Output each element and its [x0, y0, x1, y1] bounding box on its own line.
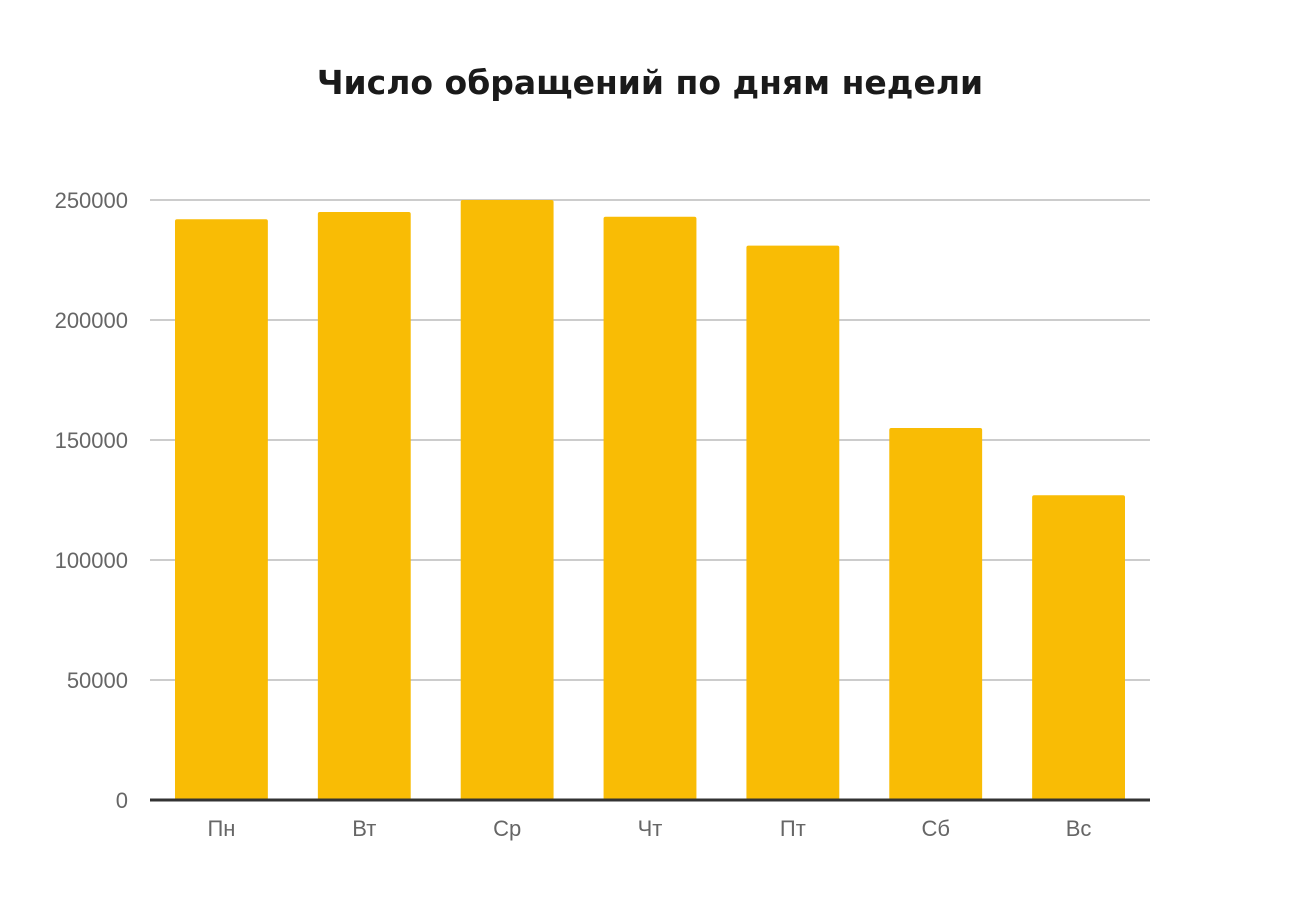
y-axis-tick-labels: 0 50000 100000 150000 200000 250000	[55, 188, 128, 813]
bars	[175, 200, 1125, 801]
bar-5	[746, 245, 840, 801]
y-tick-label: 0	[116, 788, 128, 813]
x-tick-label: Вс	[1066, 816, 1092, 841]
bar-7	[1032, 495, 1125, 800]
y-tick-label: 200000	[55, 308, 128, 333]
y-tick-label: 150000	[55, 428, 128, 453]
y-tick-label: 50000	[67, 668, 128, 693]
bar-6	[889, 428, 983, 800]
x-tick-label: Сб	[921, 816, 950, 841]
bar-2	[317, 212, 411, 800]
x-tick-label: Пн	[207, 816, 235, 841]
x-tick-label: Вт	[352, 816, 376, 841]
x-tick-label: Ср	[493, 816, 521, 841]
bar-4	[603, 216, 697, 801]
x-tick-label: Пт	[780, 816, 806, 841]
chart-title: Число обращений по дням недели	[317, 63, 983, 102]
x-tick-label: Чт	[638, 816, 663, 841]
y-tick-label: 250000	[55, 188, 128, 213]
bar-1	[175, 219, 268, 800]
y-tick-label: 100000	[55, 548, 128, 573]
bar-3	[460, 200, 554, 800]
x-axis-tick-labels: Пн Вт Ср Чт Пт Сб Вс	[207, 816, 1091, 841]
